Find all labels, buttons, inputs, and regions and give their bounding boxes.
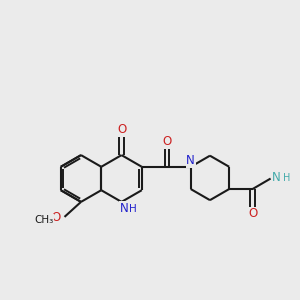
Text: N: N [186, 154, 195, 167]
Text: O: O [248, 207, 257, 220]
Text: O: O [163, 135, 172, 148]
Text: N: N [120, 202, 128, 215]
Text: CH₃: CH₃ [34, 215, 53, 225]
Text: N: N [272, 170, 281, 184]
Text: H: H [129, 203, 137, 214]
Text: O: O [52, 211, 61, 224]
Text: H: H [283, 172, 291, 183]
Text: O: O [117, 123, 126, 136]
